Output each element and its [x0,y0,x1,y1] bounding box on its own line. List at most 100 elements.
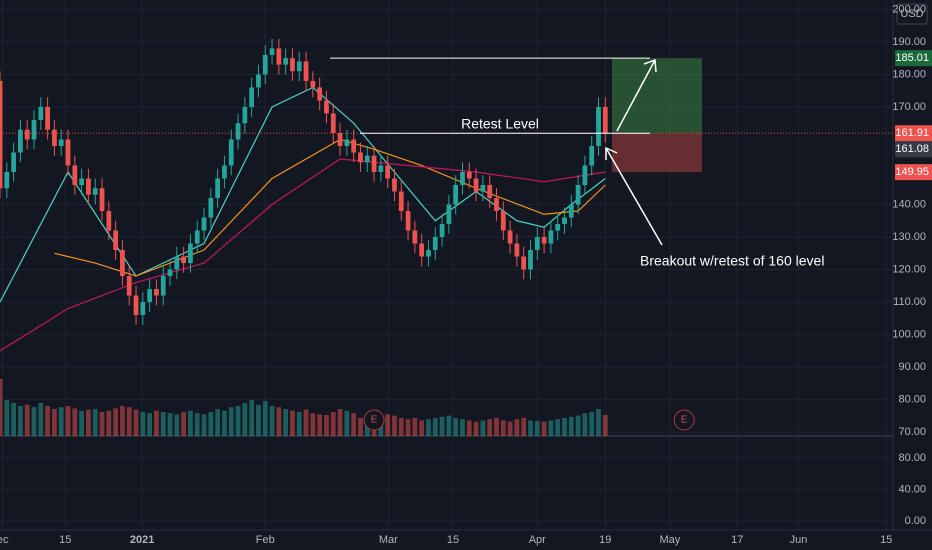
volume-bar [317,414,323,436]
candle-body [4,171,10,189]
candle-body [194,230,200,244]
candle-body [351,139,357,153]
candle-body [398,191,404,212]
candle-body [541,237,547,244]
candle-body [86,178,91,195]
candle-body [167,269,173,277]
candle-body [133,295,139,316]
volume-bar [541,421,547,436]
candle-body [222,165,227,179]
currency-box[interactable] [896,3,928,25]
price-label-box [895,125,932,142]
candle-body [500,211,506,231]
y-tick-label: 40.00 [898,483,926,495]
volume-bar [188,410,193,436]
candle-body [120,250,125,277]
volume-bar [38,403,44,436]
x-tick-label: 2021 [130,534,154,546]
volume-bar [439,416,445,436]
candle-body [589,145,595,166]
y-tick-label: 170.00 [892,101,926,113]
volume-bar [446,415,452,436]
volume-bar [575,415,581,436]
volume-bar [568,416,574,436]
candle-body [507,230,513,244]
candle-body [256,74,261,88]
volume-bar [0,379,3,436]
candle-body [473,178,479,192]
volume-bar [18,406,23,436]
candle-body [72,165,78,185]
x-tick-label: Jun [790,534,808,546]
candle-body [201,217,207,231]
candle-body [432,237,438,251]
x-tick-label: May [660,534,681,546]
volume-bar [215,409,221,436]
candle-body [364,155,370,163]
volume-bar [65,406,71,436]
candle-body [113,230,119,251]
candle-body [65,139,71,166]
volume-bar [45,406,50,436]
volume-bar [262,401,268,436]
candle-body [385,165,391,179]
volume-bar [133,409,139,436]
x-tick-label: Feb [256,534,275,546]
volume-bar [548,420,554,436]
volume-bar [4,400,10,436]
candle-body [290,58,295,72]
candle-body [303,61,309,81]
candle-body [276,48,282,65]
candle-body [534,237,540,251]
profit-zone [612,58,702,134]
candle-body [521,256,527,270]
volume-bar [256,404,261,436]
candle-body [242,106,248,124]
candle-body [58,139,64,146]
price-label: 161.91 [895,127,929,139]
volume-bar [507,421,513,436]
volume-bar [228,407,234,436]
candle-body [106,211,112,231]
candle-body [147,289,153,303]
volume-bar [52,409,57,436]
volume-bar [432,418,438,436]
candle-body [174,256,180,270]
candle-body [460,171,465,185]
candle-body [446,204,452,225]
x-tick-label: Apr [529,534,546,546]
volume-bar [596,409,601,436]
volume-bar [140,412,146,436]
x-tick-label: 15 [447,534,459,546]
arrow [616,58,657,132]
y-tick-label: 130.00 [892,231,926,243]
candle-body [324,100,329,114]
volume-bar [201,414,207,436]
volume-bar [534,421,540,436]
candle-body [24,129,30,140]
volume-bar [160,412,166,436]
price-label: 161.08 [895,143,929,155]
volume-bar [147,413,153,436]
candle-body [140,302,146,316]
volume-bar [283,409,289,436]
candle-body [18,129,23,153]
candle-body [208,198,214,218]
volume-bar [120,406,125,436]
volume-bar [344,410,350,436]
x-tick-label: 15 [59,534,71,546]
volume-bar [24,404,30,436]
candle-body [269,48,275,55]
volume-bar [113,408,119,436]
candle-body [487,184,493,199]
volume-bar [528,420,533,436]
candle-body [52,129,57,146]
volume-bar [351,413,357,436]
candle-body [568,204,574,218]
y-tick-label: 120.00 [892,263,926,275]
candle-body [0,80,3,189]
volume-bar [392,415,397,436]
volume-bar [99,412,105,436]
